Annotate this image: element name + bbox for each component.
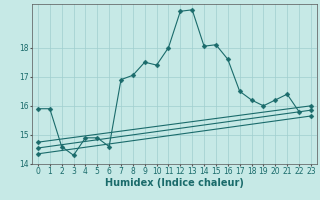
X-axis label: Humidex (Indice chaleur): Humidex (Indice chaleur) [105, 178, 244, 188]
